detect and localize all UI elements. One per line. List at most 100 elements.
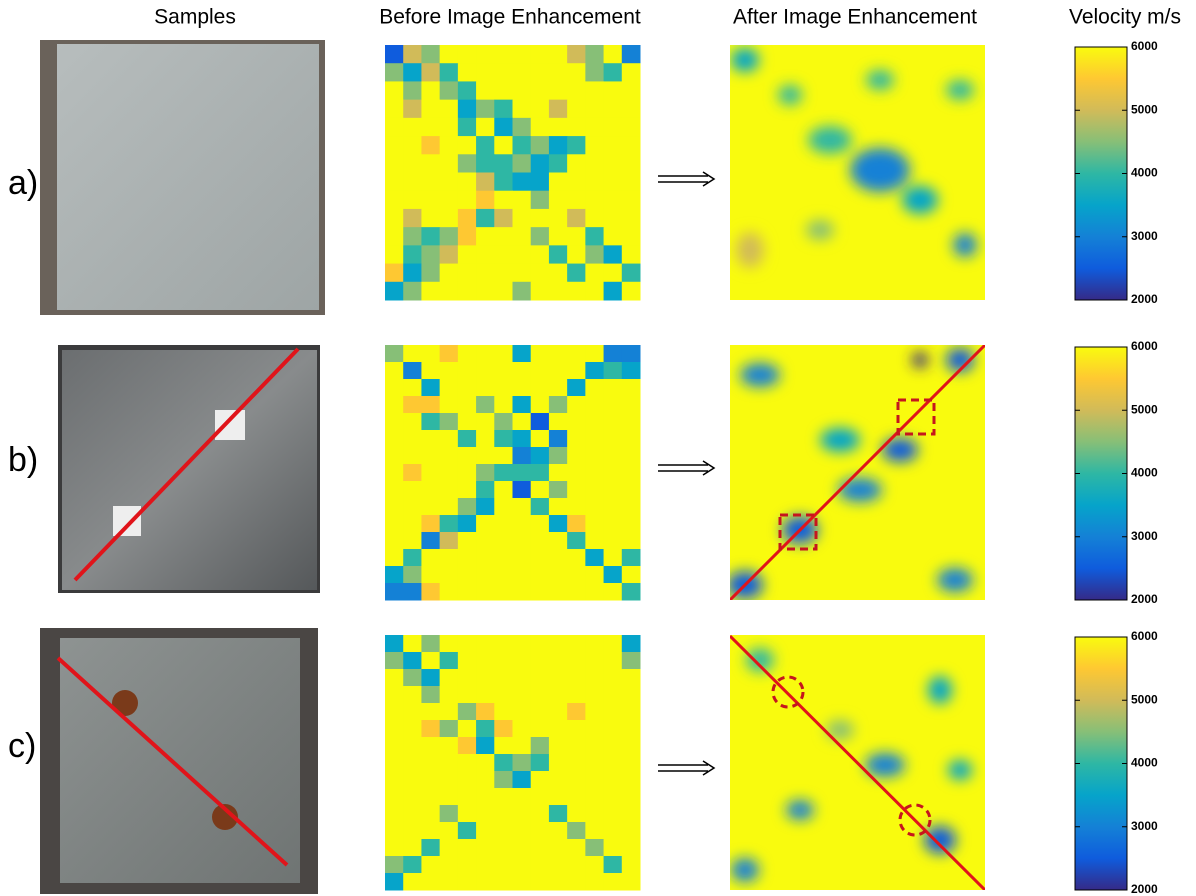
- heatmap-cell: [421, 822, 440, 840]
- heatmap-cell: [622, 669, 641, 687]
- heatmap-cell: [549, 856, 568, 874]
- heatmap-cell: [458, 227, 477, 246]
- heatmap-cell: [458, 81, 477, 100]
- heatmap-cell: [513, 805, 532, 823]
- heatmap-cell: [622, 635, 641, 653]
- heatmap-cell: [567, 81, 586, 100]
- heatmap-cell: [567, 720, 586, 738]
- heatmap-cell: [585, 345, 604, 363]
- heatmap-cell: [476, 873, 495, 891]
- heatmap-cell: [458, 532, 477, 550]
- heatmap-cell: [403, 245, 422, 264]
- heatmap-cell: [513, 447, 532, 465]
- heatmap-cell: [604, 464, 623, 482]
- heatmap-cell: [458, 191, 477, 210]
- heatmap-cell: [604, 515, 623, 533]
- heatmap-cell: [567, 771, 586, 789]
- heatmap-cell: [476, 136, 495, 155]
- heatmap-cell: [622, 720, 641, 738]
- heatmap-cell: [458, 118, 477, 137]
- heatmap-cell: [403, 464, 422, 482]
- heatmap-cell: [458, 245, 477, 264]
- heatmap-cell: [494, 430, 513, 448]
- heatmap-cell: [421, 686, 440, 704]
- heatmap-cell: [403, 566, 422, 584]
- heatmap-cell: [440, 532, 459, 550]
- heatmap-cell: [604, 652, 623, 670]
- heatmap-cell: [622, 515, 641, 533]
- heatmap-cell: [403, 549, 422, 567]
- heatmap-cell: [604, 100, 623, 119]
- heatmap-cell: [549, 447, 568, 465]
- heatmap-cell: [458, 282, 477, 301]
- heatmap-cell: [531, 362, 550, 380]
- heatmap-cell: [494, 669, 513, 687]
- heatmap-cell: [476, 430, 495, 448]
- heatmap-cell: [585, 873, 604, 891]
- heatmap-cell: [476, 669, 495, 687]
- heatmap-cell: [421, 379, 440, 397]
- heatmap-cell: [513, 720, 532, 738]
- heatmap-cell: [513, 839, 532, 857]
- heatmap-cell: [403, 447, 422, 465]
- heatmap-cell: [513, 264, 532, 283]
- heatmap-cell: [476, 703, 495, 721]
- heatmap-cell: [622, 856, 641, 874]
- heatmap-cell: [531, 703, 550, 721]
- heatmap-cell: [385, 805, 404, 823]
- heatmap-cell: [385, 430, 404, 448]
- heatmap-cell: [440, 413, 459, 431]
- heatmap-cell: [440, 481, 459, 499]
- heatmap-cell: [421, 245, 440, 264]
- heatmap-cell: [421, 805, 440, 823]
- heatmap-cell: [567, 737, 586, 755]
- heatmap-cell: [494, 362, 513, 380]
- heatmap-cell: [385, 227, 404, 246]
- heatmap-cell: [585, 173, 604, 192]
- heatmap-cell: [403, 379, 422, 397]
- heatmap-cell: [567, 264, 586, 283]
- colorbar-tick-label: 5000: [1131, 692, 1158, 706]
- heatmap-cell: [458, 136, 477, 155]
- heatmap-cell: [513, 100, 532, 119]
- heatmap-cell: [421, 118, 440, 137]
- heatmap-cell: [513, 532, 532, 550]
- heatmap-cell: [494, 566, 513, 584]
- heatmap-cell: [622, 754, 641, 772]
- heatmap-cell: [403, 430, 422, 448]
- heatmap-cell: [622, 282, 641, 301]
- heatmap-cell: [403, 515, 422, 533]
- heatmap-cell: [549, 227, 568, 246]
- heatmap-cell: [531, 191, 550, 210]
- heatmap-cell: [476, 754, 495, 772]
- column-header: Velocity m/s: [1069, 6, 1181, 29]
- heatmap-cell: [604, 720, 623, 738]
- heatmap-cell: [440, 464, 459, 482]
- heatmap-cell: [567, 136, 586, 155]
- heatmap-cell: [604, 136, 623, 155]
- heatmap-cell: [604, 805, 623, 823]
- heatmap-cell: [531, 447, 550, 465]
- heatmap-cell: [385, 515, 404, 533]
- heatmap-cell: [549, 100, 568, 119]
- heatmap-cell: [585, 686, 604, 704]
- heatmap-cell: [513, 63, 532, 82]
- heatmap-cell: [567, 669, 586, 687]
- heatmap-cell: [458, 873, 477, 891]
- heatmap-cell: [385, 839, 404, 857]
- heatmap-cell: [567, 118, 586, 137]
- heatmap-cell: [494, 771, 513, 789]
- heatmap-cell: [549, 805, 568, 823]
- heatmap-cell: [385, 635, 404, 653]
- heatmap-cell: [531, 227, 550, 246]
- heatmap-cell: [585, 118, 604, 137]
- heatmap-cell: [531, 549, 550, 567]
- heatmap-cell: [385, 264, 404, 283]
- heatmap-cell: [531, 100, 550, 119]
- heatmap-cell: [458, 413, 477, 431]
- heatmap-cell: [513, 227, 532, 246]
- heatmap-cell: [403, 136, 422, 155]
- heatmap-cell: [513, 345, 532, 363]
- heatmap-cell: [403, 669, 422, 687]
- heatmap-cell: [421, 227, 440, 246]
